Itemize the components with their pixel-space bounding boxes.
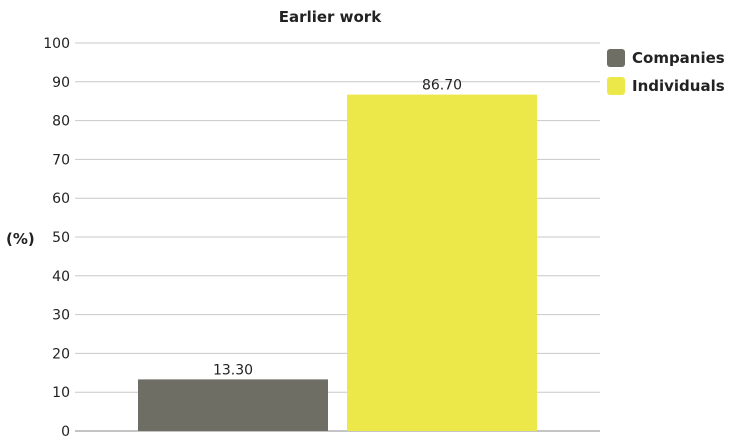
y-tick-label: 100 xyxy=(43,36,70,52)
legend: Companies Individuals xyxy=(607,45,725,101)
y-axis-label: (%) xyxy=(6,230,35,248)
y-tick-label: 20 xyxy=(52,346,70,362)
legend-item-companies: Companies xyxy=(607,45,725,71)
y-tick-label: 10 xyxy=(52,385,70,401)
y-tick-label: 0 xyxy=(61,424,70,439)
data-label-individuals: 86.70 xyxy=(422,78,462,94)
legend-swatch-companies xyxy=(607,49,625,67)
bar-companies xyxy=(138,379,328,431)
legend-item-individuals: Individuals xyxy=(607,73,725,99)
y-tick-label: 90 xyxy=(52,75,70,91)
legend-swatch-individuals xyxy=(607,77,625,95)
y-tick-label: 50 xyxy=(52,230,70,246)
y-tick-label: 40 xyxy=(52,269,70,285)
data-label-companies: 13.30 xyxy=(213,362,253,378)
legend-label-companies: Companies xyxy=(632,49,725,67)
y-tick-label: 60 xyxy=(52,191,70,207)
legend-label-individuals: Individuals xyxy=(632,77,725,95)
y-tick-label: 70 xyxy=(52,152,70,168)
y-tick-label: 30 xyxy=(52,308,70,324)
y-tick-label: 80 xyxy=(52,114,70,130)
chart-title: Earlier work xyxy=(278,8,382,26)
bar-individuals xyxy=(347,94,537,431)
